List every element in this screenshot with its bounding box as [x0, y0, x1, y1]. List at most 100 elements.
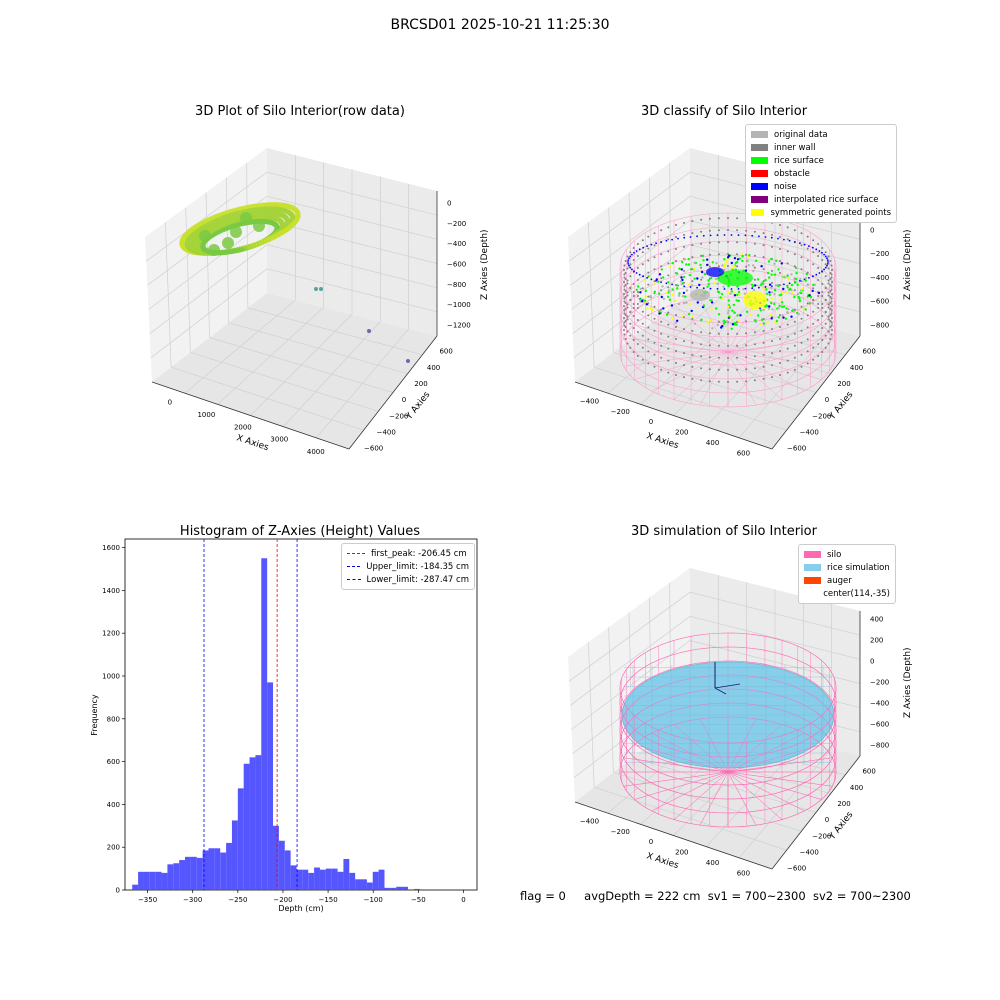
classified-point: [671, 288, 674, 291]
inner-wall-point: [675, 248, 677, 250]
classified-point: [728, 315, 731, 318]
classified-point: [681, 260, 684, 264]
inner-wall-point: [793, 356, 796, 359]
legend-label: rice simulation: [827, 562, 890, 573]
histogram-ticks: −350 −300 −250 −200 −150 −100 −50 0 0 200 400 600 80…: [102, 544, 466, 904]
inner-wall-point: [641, 334, 644, 337]
classified-point: [744, 269, 748, 272]
inner-wall-point: [830, 288, 833, 291]
x-tick-label: −100: [364, 896, 383, 904]
classified-point: [804, 276, 808, 280]
inner-wall-point: [824, 251, 827, 254]
inner-wall-point: [623, 329, 625, 331]
classified-point: [730, 261, 733, 265]
classified-point: [805, 272, 808, 276]
z-tick-label: −800: [870, 321, 889, 329]
classified-point: [773, 302, 776, 306]
histogram-bar: [390, 887, 397, 890]
histogram-bar: [190, 856, 197, 890]
classify-z-axis-label: Z Axies (Depth): [903, 229, 913, 300]
silo-floor-spoke: [727, 718, 757, 773]
inner-wall-point: [817, 355, 820, 357]
silo-floor-spoke: [727, 771, 833, 787]
classified-point: [749, 313, 752, 316]
histogram-bar: [267, 682, 274, 890]
classified-point: [774, 284, 778, 287]
classified-point: [782, 305, 786, 308]
inner-wall-point: [829, 296, 832, 298]
classified-point: [703, 273, 707, 276]
legend-label: auger: [827, 575, 852, 586]
classified-point: [770, 257, 773, 261]
classified-point: [674, 321, 678, 324]
classified-point: [799, 291, 802, 294]
classified-point: [792, 310, 796, 313]
inner-wall-point: [691, 365, 694, 368]
noise-point: [716, 288, 719, 290]
footer-flag: flag = 0: [520, 889, 566, 903]
inner-wall-point: [623, 288, 626, 291]
histogram-x-axis-label: Depth (cm): [278, 904, 323, 913]
histogram-bar: [325, 868, 332, 890]
histogram-bar: [249, 757, 256, 890]
simulation-silo-wireframe-front: [619, 632, 837, 828]
inner-wall-point: [624, 308, 627, 310]
classified-point: [798, 297, 801, 300]
classified-point: [782, 287, 785, 291]
classified-point: [687, 313, 691, 316]
classified-point: [681, 315, 684, 318]
histogram-bar: [185, 856, 191, 890]
inner-wall-point: [683, 340, 685, 343]
inner-wall-point: [636, 295, 639, 297]
z-tick-label: 0: [870, 657, 874, 665]
x-axis-line: [574, 801, 773, 870]
inner-wall-point: [786, 250, 789, 253]
legend-label: inner wall: [774, 142, 816, 153]
inner-wall-point: [632, 327, 635, 329]
raw-point: [290, 214, 296, 220]
inner-wall-point: [771, 281, 773, 284]
silo-floor-spoke: [727, 312, 805, 353]
inner-wall-point: [667, 311, 670, 314]
classified-point: [685, 301, 688, 304]
histogram-bar: [214, 848, 221, 890]
classified-point: [717, 313, 721, 316]
inner-wall-point: [626, 267, 629, 270]
classified-point: [688, 283, 691, 286]
inner-wall-point: [736, 368, 739, 371]
noise-point: [808, 277, 810, 279]
inner-wall-point: [624, 290, 627, 292]
classified-point: [676, 284, 679, 287]
classified-point: [722, 285, 725, 288]
inner-wall-point: [812, 263, 815, 266]
noise-point: [730, 288, 733, 290]
noise-point: [826, 264, 828, 267]
inner-wall-point: [812, 346, 815, 349]
inner-wall-point: [817, 243, 820, 245]
classified-point: [660, 295, 663, 299]
classified-point: [778, 304, 781, 307]
noise-point: [824, 255, 827, 258]
inner-wall-point: [753, 379, 756, 382]
inner-wall-point: [691, 220, 694, 223]
classified-point: [761, 282, 765, 285]
inner-wall-point: [736, 229, 739, 232]
y-tick-label: −600: [787, 445, 806, 453]
inner-wall-point: [708, 241, 711, 244]
noise-point: [808, 245, 810, 248]
noise-point: [723, 288, 726, 290]
legend-swatch: [751, 183, 768, 190]
inner-wall-point: [636, 255, 639, 257]
classified-point: [666, 295, 670, 298]
legend-label: first_peak: -206.45 cm: [371, 548, 467, 559]
noise-point: [815, 273, 818, 276]
inner-wall-point: [745, 253, 748, 256]
inner-wall-point: [827, 330, 830, 333]
classified-point: [719, 296, 722, 299]
classified-point: [780, 305, 784, 308]
inner-wall-point: [824, 287, 827, 290]
raw-z-axis-label: Z Axies (Depth): [480, 229, 490, 300]
classified-point: [795, 271, 798, 275]
noise-point: [631, 253, 633, 256]
